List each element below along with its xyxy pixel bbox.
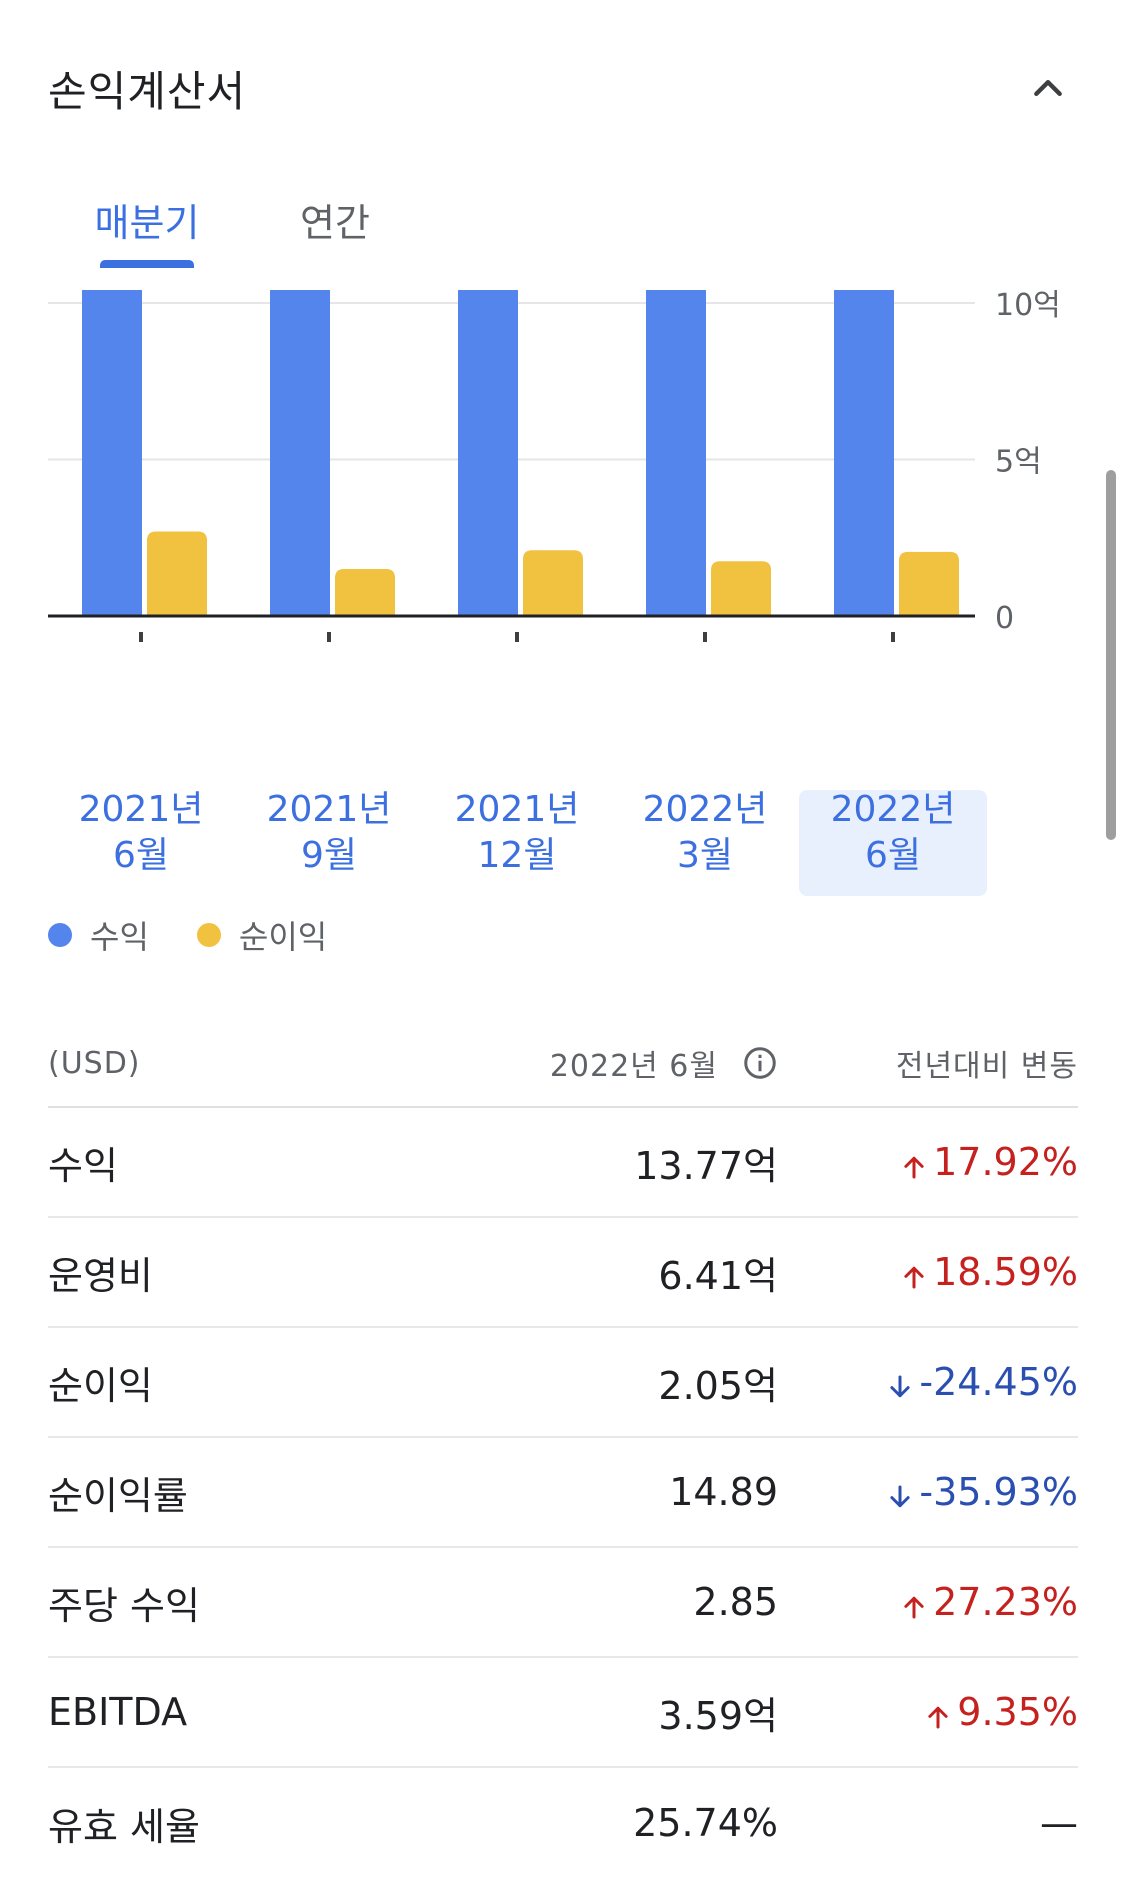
table-row: 수익 13.77억 17.92% [48, 1108, 1078, 1218]
y-tick-label: 0 [995, 601, 1014, 636]
row-change-text: — [1040, 1801, 1078, 1845]
row-label: 순이익 [48, 1363, 153, 1408]
table-row: 운영비 6.41억 18.59% [48, 1218, 1078, 1328]
bar-net-income[interactable] [147, 531, 207, 616]
row-label: 순이익률 [48, 1473, 188, 1518]
tab-label: 매분기 [94, 201, 200, 245]
table-row: 순이익 2.05억 -24.45% [48, 1328, 1078, 1438]
legend-label: 순이익 [238, 918, 328, 956]
income-chart: 0 5억 10억 2021년 6월 2021년 9월 2021년 12월 2022년 3월 2022년… [0, 290, 1125, 910]
selected-category-highlight [799, 790, 987, 896]
bar-chart-svg: 0 5억 10억 2021년 6월 2021년 9월 2021년 12월 2022년 3월 2022년… [48, 290, 1061, 896]
row-change-text: 27.23% [933, 1580, 1078, 1624]
row-value: 13.77억 [634, 1143, 778, 1188]
x-tick-label[interactable]: 3월 [677, 835, 733, 876]
row-value: 2.05억 [658, 1363, 778, 1408]
section-title: 손익계산서 [48, 66, 247, 116]
arrow-down-icon [885, 1367, 915, 1398]
bar-net-income[interactable] [335, 569, 395, 616]
row-change: -35.93% [778, 1470, 1078, 1514]
financial-table: (USD) 2022년 6월 전년대비 변동 수익 13.77억 17.92% [48, 1020, 1078, 1878]
row-change: 27.23% [778, 1580, 1078, 1624]
x-tick-label[interactable]: 2021년 [79, 789, 204, 830]
row-label: 수익 [48, 1143, 118, 1188]
bar-revenue[interactable] [458, 290, 518, 616]
y-tick-label: 5억 [995, 445, 1042, 480]
table-row: 순이익률 14.89 -35.93% [48, 1438, 1078, 1548]
row-label: 유효 세율 [48, 1804, 200, 1849]
row-value: 3.59억 [658, 1693, 778, 1738]
legend-item-revenue: 수익 [48, 912, 149, 958]
currency-label: (USD) [48, 1045, 141, 1081]
x-tick-label[interactable]: 6월 [865, 835, 921, 876]
legend-item-net-income: 순이익 [196, 912, 328, 958]
table-body: 수익 13.77억 17.92% 운영비 6.41억 18.59% 순이익 2.… [48, 1108, 1078, 1878]
row-change: 18.59% [778, 1250, 1078, 1294]
row-change: -24.45% [778, 1360, 1078, 1404]
bar-net-income[interactable] [523, 550, 583, 616]
row-label: 운영비 [48, 1253, 153, 1298]
row-change-text: 18.59% [933, 1250, 1078, 1294]
x-tick-label[interactable]: 6월 [113, 835, 169, 876]
scrollbar[interactable] [1106, 470, 1116, 840]
legend-dot-icon [48, 923, 72, 947]
legend-label: 수익 [90, 918, 149, 956]
collapse-button[interactable] [1018, 58, 1078, 118]
arrow-up-icon [923, 1697, 953, 1729]
x-tick-label[interactable]: 2021년 [455, 789, 580, 830]
row-change-text: -24.45% [919, 1360, 1078, 1404]
table-row: EBITDA 3.59억 9.35% [48, 1658, 1078, 1768]
table-row: 유효 세율 25.74% — [48, 1768, 1078, 1878]
arrow-up-icon [899, 1257, 929, 1289]
table-row: 주당 수익 2.85 27.23% [48, 1548, 1078, 1658]
x-tick-label[interactable]: 2022년 [831, 789, 956, 830]
row-change-text: 9.35% [957, 1690, 1078, 1734]
bar-net-income[interactable] [711, 561, 771, 616]
tab-annual[interactable]: 연간 [260, 184, 410, 270]
tab-label: 연간 [300, 201, 370, 245]
row-change: 9.35% [778, 1690, 1078, 1734]
x-tick-label[interactable]: 2022년 [643, 789, 768, 830]
bar-net-income[interactable] [899, 551, 959, 616]
x-tick-label[interactable]: 2021년 [267, 789, 392, 830]
section-header: 손익계산서 [48, 52, 1078, 124]
row-value: 25.74% [633, 1801, 778, 1845]
y-tick-label: 10억 [995, 290, 1061, 323]
row-value: 6.41억 [658, 1253, 778, 1298]
row-change-text: -35.93% [919, 1470, 1078, 1514]
row-change: 17.92% [778, 1140, 1078, 1184]
period-label: 2022년 6월 [549, 1049, 718, 1084]
tab-quarterly[interactable]: 매분기 [72, 184, 222, 270]
bar-revenue[interactable] [646, 290, 706, 616]
x-tick-label[interactable]: 9월 [301, 835, 357, 876]
row-value: 14.89 [669, 1470, 778, 1514]
table-header-row: (USD) 2022년 6월 전년대비 변동 [48, 1020, 1078, 1108]
bar-revenue[interactable] [834, 290, 894, 616]
row-label: 주당 수익 [48, 1583, 200, 1628]
arrow-down-icon [885, 1477, 915, 1508]
arrow-up-icon [899, 1587, 929, 1619]
change-header: 전년대비 변동 [895, 1049, 1078, 1084]
bar-revenue[interactable] [270, 290, 330, 616]
row-label: EBITDA [48, 1690, 188, 1734]
arrow-up-icon [899, 1147, 929, 1179]
period-tabs: 매분기 연간 [72, 184, 410, 270]
row-value: 2.85 [693, 1580, 778, 1624]
info-icon[interactable] [742, 1045, 778, 1081]
chart-legend: 수익 순이익 [48, 912, 375, 958]
chevron-up-icon [1034, 80, 1062, 97]
row-change-text: 17.92% [933, 1140, 1078, 1184]
x-tick-label[interactable]: 12월 [478, 835, 557, 876]
row-change: — [778, 1801, 1078, 1845]
bar-revenue[interactable] [82, 290, 142, 616]
period-header: 2022년 6월 [468, 1041, 778, 1085]
legend-dot-icon [196, 923, 221, 947]
tab-active-indicator [100, 260, 194, 268]
